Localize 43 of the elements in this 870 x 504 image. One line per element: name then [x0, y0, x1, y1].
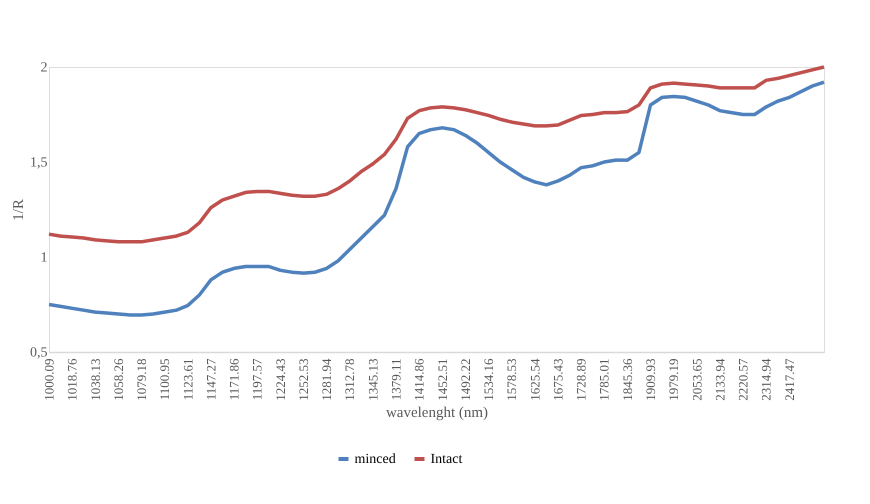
x-tick-label: 1979.19 [666, 358, 682, 401]
x-tick-label: 1123.61 [180, 358, 196, 400]
legend-label: minced [354, 452, 396, 467]
line-series [47, 80, 826, 317]
x-tick-label: 1018.76 [64, 358, 80, 401]
y-tick-label: 1 [40, 250, 48, 266]
x-tick-label: 1534.16 [481, 358, 496, 401]
x-tick-label: 1728.89 [574, 358, 589, 401]
x-tick-label: 1038.13 [88, 358, 103, 401]
x-tick-label: 1224.43 [272, 358, 288, 401]
x-tick-label: 1079.18 [134, 358, 150, 401]
x-tick-label: 1625.54 [527, 358, 542, 401]
x-tick-label: 1171.86 [226, 358, 242, 400]
x-tick-label: 1845.36 [620, 358, 635, 401]
y-tick-label: 1,5 [30, 156, 48, 170]
x-tick-label: 1345.13 [365, 358, 380, 401]
x-tick-label: 1281.94 [319, 358, 334, 401]
x-tick-label: 2314.94 [758, 358, 774, 401]
x-tick-label: 1252.53 [296, 358, 311, 401]
x-tick-label: 1492.22 [458, 358, 473, 401]
line-series [47, 65, 826, 244]
x-tick-label: 1675.43 [550, 358, 566, 401]
x-tick-label: 2417.47 [782, 358, 797, 401]
x-tick-label: 1909.93 [642, 358, 658, 401]
x-tick-label: 1000.09 [42, 358, 56, 401]
y-axis-title: 1/R [11, 199, 27, 221]
x-tick-label: 2133.94 [712, 358, 728, 401]
x-tick-label: 1578.53 [504, 358, 520, 401]
x-tick-label: 1058.26 [110, 358, 126, 401]
legend-label: Intact [430, 452, 462, 467]
x-tick-label: 2053.65 [689, 358, 704, 401]
x-tick-label: 1100.95 [157, 358, 172, 400]
x-tick-label: 1452.51 [434, 358, 450, 401]
y-tick-label: 2 [40, 60, 48, 76]
x-tick-label: 1197.57 [250, 358, 265, 400]
x-tick-label: 1414.86 [412, 358, 427, 401]
x-tick-label: 1379.11 [388, 358, 404, 400]
x-axis-title: wavelenght (nm) [386, 404, 488, 421]
x-tick-label: 2220.57 [736, 358, 751, 401]
x-tick-label: 1785.01 [596, 358, 612, 401]
y-tick-label: 0,5 [30, 346, 48, 360]
x-tick-label: 1147.27 [203, 358, 218, 400]
x-tick-label: 1312.78 [342, 358, 358, 401]
